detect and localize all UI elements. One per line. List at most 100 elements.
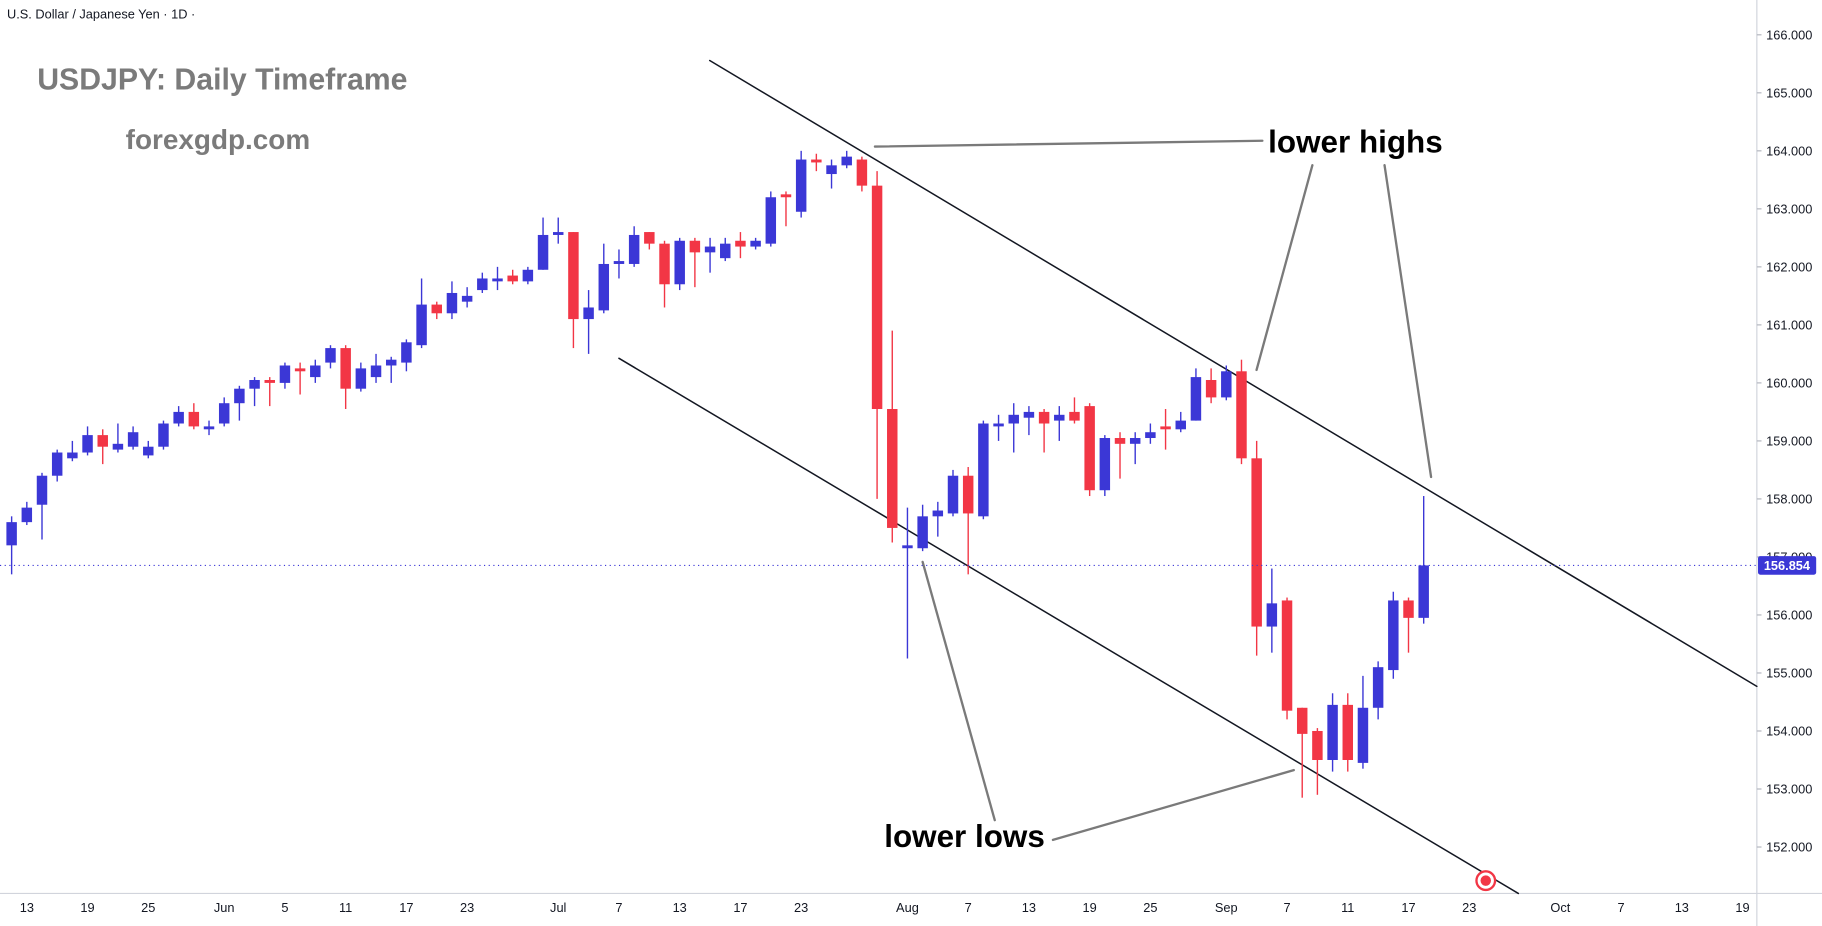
candle-body xyxy=(780,194,792,198)
candle-body xyxy=(234,388,245,404)
annotation: lower highs xyxy=(1268,124,1443,159)
plot: 152.000153.000154.000155.000156.000157.0… xyxy=(0,27,1817,915)
candle-body xyxy=(249,379,260,389)
candle-body xyxy=(841,156,852,166)
candle-body xyxy=(340,348,351,389)
x-tick-label: 11 xyxy=(339,900,352,915)
candle-body xyxy=(1129,438,1141,444)
candle-body xyxy=(1069,411,1080,421)
candle-body xyxy=(552,232,564,235)
y-tick-label: 162.000 xyxy=(1766,260,1812,275)
candle-body xyxy=(1114,438,1126,444)
y-tick-label: 153.000 xyxy=(1766,782,1812,797)
y-tick-label: 152.000 xyxy=(1766,840,1812,855)
candle-body xyxy=(1266,603,1278,627)
candle-body xyxy=(522,269,534,282)
pointer-line xyxy=(1051,768,1295,842)
candle-body xyxy=(735,240,746,247)
candle-body xyxy=(294,368,306,372)
candle-body xyxy=(1418,565,1429,618)
candle-body xyxy=(1388,600,1399,671)
x-tick-label: 25 xyxy=(141,900,155,915)
x-tick-label: 13 xyxy=(1022,900,1036,915)
x-tick-label: 19 xyxy=(80,900,94,915)
candle-body xyxy=(598,263,610,311)
channel-upper xyxy=(708,59,1758,688)
candle-body xyxy=(492,278,503,282)
pointer-line xyxy=(1255,164,1314,372)
y-tick-label: 166.000 xyxy=(1766,27,1812,42)
y-tick-label: 158.000 xyxy=(1766,492,1812,507)
candle-body xyxy=(917,516,928,549)
event-icon xyxy=(1475,870,1497,892)
candle-body xyxy=(644,232,655,244)
pointer-line xyxy=(921,560,996,822)
candle-body xyxy=(173,411,184,424)
x-tick-label: 17 xyxy=(1401,900,1415,915)
x-tick-label: 23 xyxy=(460,900,474,915)
x-tick-label: 7 xyxy=(615,900,622,915)
candle-body xyxy=(218,403,230,424)
event-icon-dot xyxy=(1480,875,1491,886)
candle-body xyxy=(51,452,63,476)
candle-body xyxy=(583,307,594,320)
candle-body xyxy=(750,240,761,247)
candle-body xyxy=(613,261,625,264)
x-tick-label: 25 xyxy=(1143,900,1157,915)
candle-body xyxy=(158,423,169,447)
x-tick-label: 7 xyxy=(1283,900,1290,915)
candle-body xyxy=(826,165,837,175)
candle-body xyxy=(628,234,640,264)
last-price-label: 156.854 xyxy=(1764,558,1811,573)
candle-body xyxy=(97,435,108,447)
chart-title: USDJPY: Daily Timeframe xyxy=(37,64,407,97)
candle-body xyxy=(993,423,1004,427)
candle-body xyxy=(1145,432,1156,439)
candle-body xyxy=(1342,704,1354,760)
annotation: lower lows xyxy=(884,819,1045,854)
candle-body xyxy=(902,545,913,549)
x-tick-label: 23 xyxy=(1462,900,1476,915)
x-tick-label: 23 xyxy=(794,900,808,915)
candle-body xyxy=(932,510,944,517)
candle-body xyxy=(1372,667,1384,708)
candle-body xyxy=(1038,411,1050,424)
candle-body xyxy=(477,278,488,291)
x-tick-label: Jul xyxy=(550,900,566,915)
candle-body xyxy=(795,159,807,212)
x-tick-label: Aug xyxy=(896,900,919,915)
x-tick-label: 11 xyxy=(1341,900,1354,915)
candle-body xyxy=(82,435,93,453)
candle-body xyxy=(385,359,397,366)
y-tick-label: 161.000 xyxy=(1766,318,1812,333)
candle-body xyxy=(203,426,215,430)
x-tick-label: Oct xyxy=(1550,900,1570,915)
candle-body xyxy=(188,411,200,427)
x-tick-label: 17 xyxy=(733,900,747,915)
candle-body xyxy=(856,159,868,186)
candle-body xyxy=(1008,414,1019,424)
x-tick-label: Sep xyxy=(1215,900,1238,915)
candle-body xyxy=(1296,707,1308,734)
y-tick-label: 159.000 xyxy=(1766,434,1812,449)
candle-body xyxy=(1236,371,1247,459)
candle-body xyxy=(401,342,412,363)
candle-body xyxy=(1084,406,1095,491)
candle-body xyxy=(887,409,898,528)
candle-body xyxy=(1160,426,1171,430)
x-tick-label: 5 xyxy=(281,900,288,915)
candle-body xyxy=(811,159,822,163)
x-tick-label: 19 xyxy=(1735,900,1749,915)
candle-body xyxy=(36,475,48,505)
candle-body xyxy=(279,365,291,383)
x-tick-label: Jun xyxy=(214,900,235,915)
last-price-box xyxy=(1758,556,1817,575)
candle-body xyxy=(112,443,124,450)
candle-body xyxy=(962,475,974,514)
candle-body xyxy=(6,522,17,546)
y-tick-label: 154.000 xyxy=(1766,724,1812,739)
candle-body xyxy=(568,232,579,320)
